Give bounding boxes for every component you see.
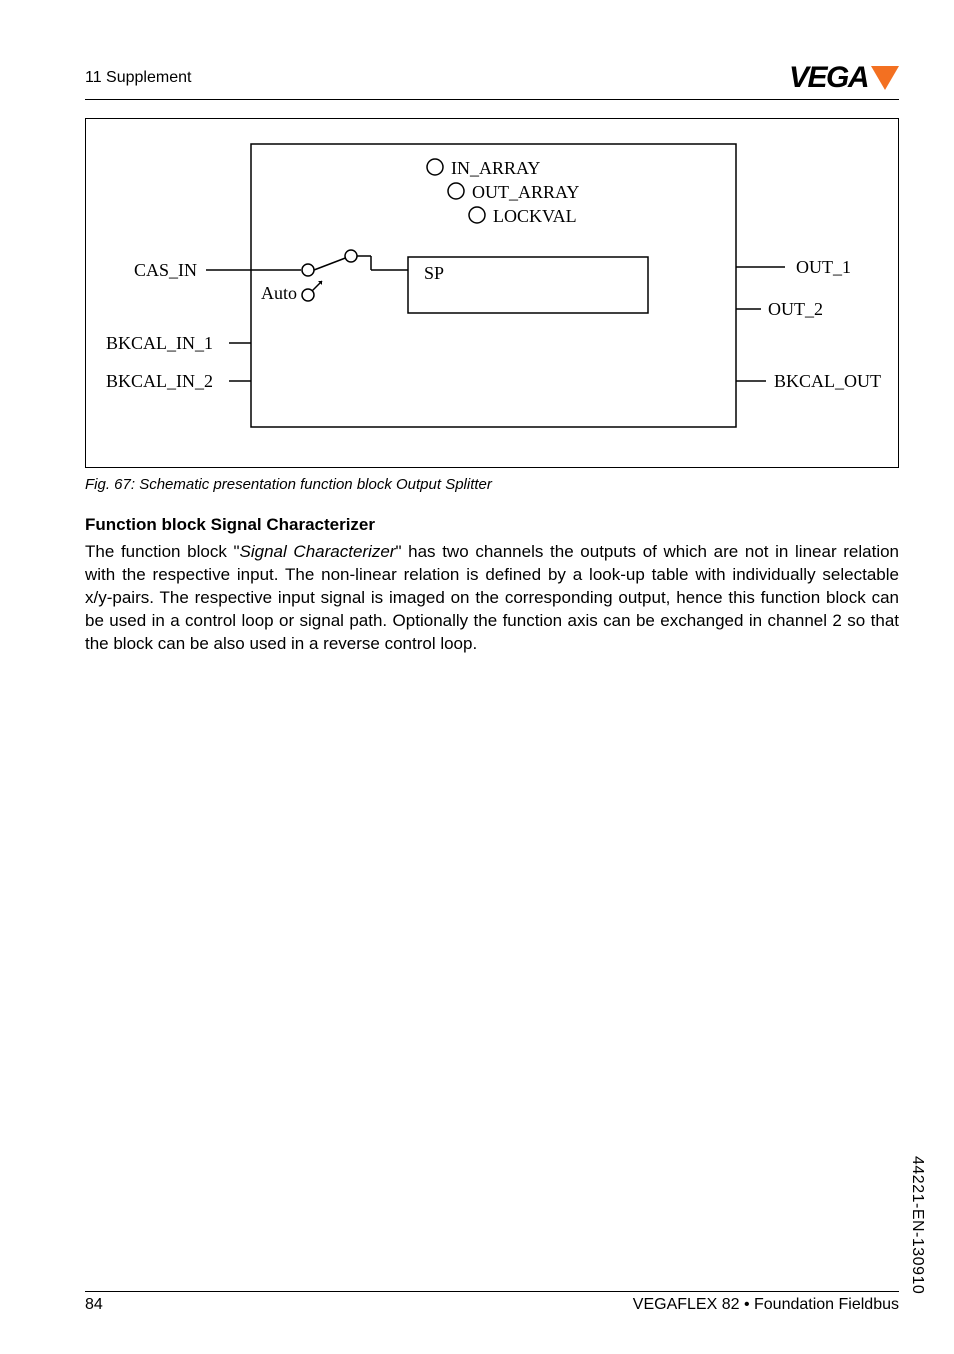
bkcal-out-label: BKCAL_OUT bbox=[774, 371, 881, 391]
lockval-port bbox=[469, 207, 485, 223]
page-footer: 84 VEGAFLEX 82 • Foundation Fieldbus bbox=[85, 1291, 899, 1314]
out-2-label: OUT_2 bbox=[768, 299, 823, 319]
document-code: 44221-EN-130910 bbox=[908, 1156, 926, 1294]
body-paragraph: The function block "Signal Characterizer… bbox=[85, 541, 899, 656]
figure-caption: Fig. 67: Schematic presentation function… bbox=[85, 476, 899, 493]
bkcal-in-2-label: BKCAL_IN_2 bbox=[106, 371, 213, 391]
sp-label: SP bbox=[424, 263, 444, 283]
body-pre: The function block " bbox=[85, 542, 240, 561]
page-number: 84 bbox=[85, 1296, 103, 1314]
out-array-port bbox=[448, 183, 464, 199]
diagram-svg: SP IN_ARRAY OUT_ARRAY LOCKVAL CAS_IN Aut… bbox=[86, 119, 898, 467]
product-name: VEGAFLEX 82 • Foundation Fieldbus bbox=[633, 1296, 899, 1314]
cas-in-label: CAS_IN bbox=[134, 260, 197, 280]
out-array-label: OUT_ARRAY bbox=[472, 182, 579, 202]
section-title: 11 Supplement bbox=[85, 69, 191, 87]
in-array-port bbox=[427, 159, 443, 175]
switch-node-2 bbox=[345, 250, 357, 262]
auto-label: Auto bbox=[261, 283, 297, 303]
switch-arm bbox=[314, 257, 348, 270]
body-italic: Signal Characterizer bbox=[240, 542, 396, 561]
subheading: Function block Signal Characterizer bbox=[85, 515, 899, 535]
lockval-label: LOCKVAL bbox=[493, 206, 577, 226]
brand-logo: VEGA bbox=[789, 61, 899, 95]
page-header: 11 Supplement VEGA bbox=[85, 60, 899, 100]
logo-text: VEGA bbox=[789, 61, 868, 95]
bkcal-in-1-label: BKCAL_IN_1 bbox=[106, 333, 213, 353]
switch-node-1 bbox=[302, 264, 314, 276]
in-array-label: IN_ARRAY bbox=[451, 158, 540, 178]
logo-triangle-icon bbox=[871, 66, 899, 90]
out-1-label: OUT_1 bbox=[796, 257, 851, 277]
block-diagram: SP IN_ARRAY OUT_ARRAY LOCKVAL CAS_IN Aut… bbox=[85, 118, 899, 468]
